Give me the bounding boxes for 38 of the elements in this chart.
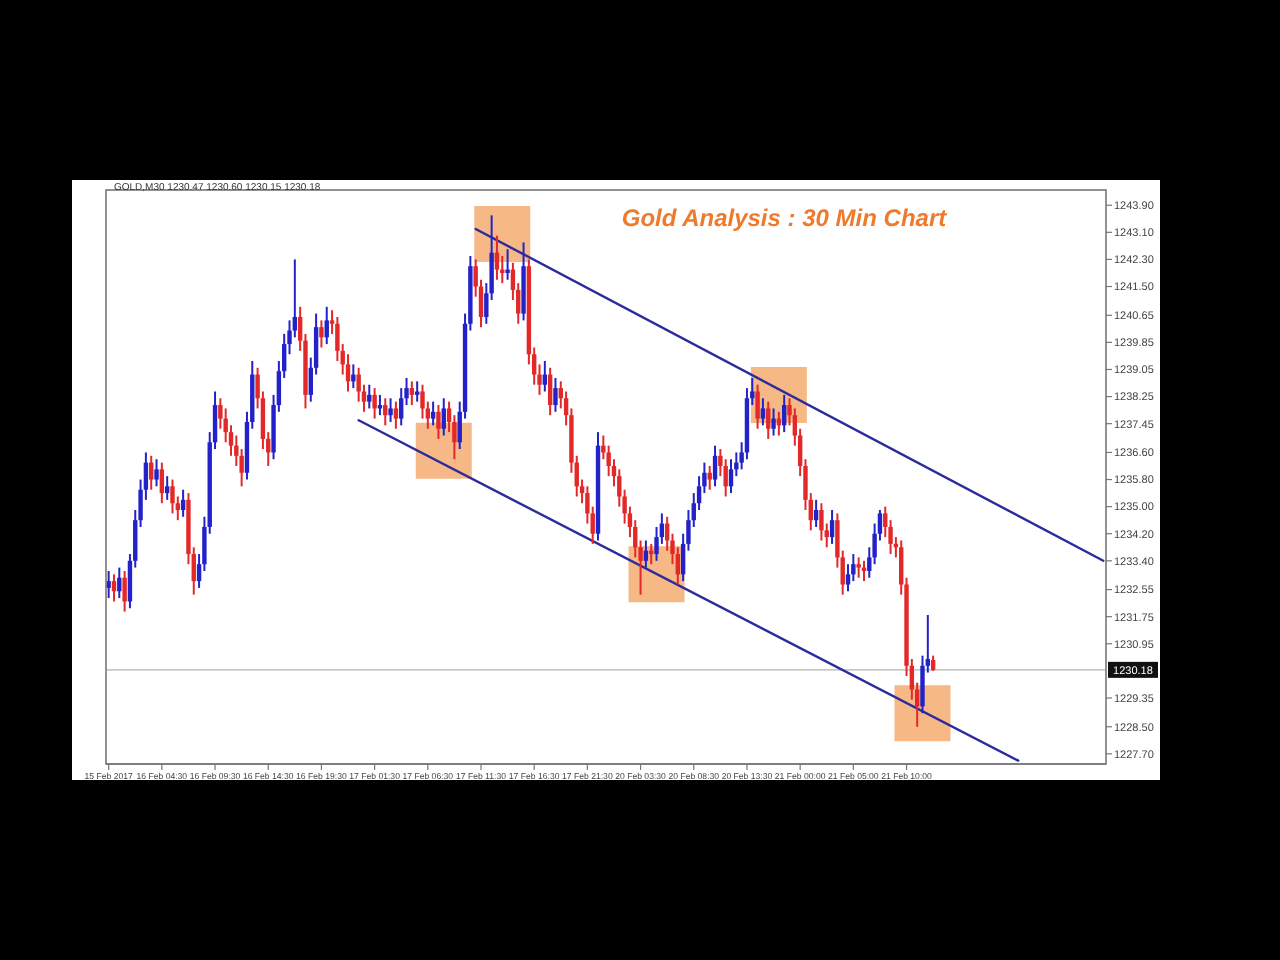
candlestick xyxy=(393,400,399,430)
candlestick xyxy=(547,366,553,417)
candlestick xyxy=(170,478,175,515)
candlestick xyxy=(760,397,766,427)
candlestick xyxy=(409,380,415,407)
candlestick xyxy=(606,444,611,478)
candlestick xyxy=(164,475,170,501)
candlestick xyxy=(441,397,446,437)
candlestick xyxy=(106,569,111,600)
candlestick xyxy=(494,234,500,281)
candlestick xyxy=(521,241,526,322)
candlestick xyxy=(414,380,420,403)
candlestick xyxy=(728,458,734,495)
candlestick xyxy=(712,444,718,488)
text: Gold Analysis : 30 Min Chart xyxy=(621,204,949,232)
candlestick xyxy=(372,387,377,420)
candlestick xyxy=(707,464,712,491)
candlestick xyxy=(154,458,159,488)
candlestick xyxy=(430,400,436,427)
candlestick xyxy=(122,569,127,613)
candlestick xyxy=(319,319,324,349)
candlestick xyxy=(819,502,824,542)
candlestick xyxy=(771,407,776,437)
candlestick xyxy=(351,363,356,390)
candlestick xyxy=(505,248,510,281)
candlestick xyxy=(436,404,441,440)
candlestick xyxy=(755,383,760,430)
candlestick xyxy=(553,376,558,413)
candlestick xyxy=(781,393,787,434)
candlestick xyxy=(159,461,165,505)
candlestick xyxy=(149,454,154,491)
candlestick xyxy=(856,556,861,579)
candlestick xyxy=(388,397,393,423)
candlestick xyxy=(367,383,372,410)
candlestick xyxy=(829,509,835,545)
candlestick xyxy=(851,553,856,583)
candlestick xyxy=(324,305,329,346)
candlestick xyxy=(766,400,771,440)
